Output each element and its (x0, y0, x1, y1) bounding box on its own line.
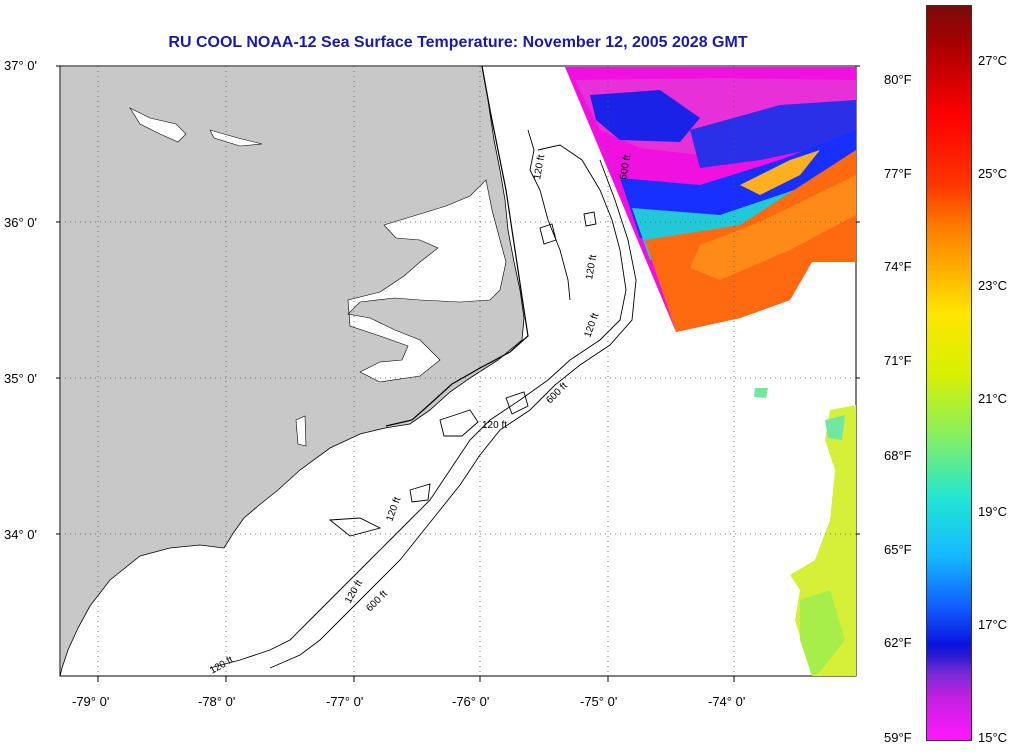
colorbar-label-celsius: 21°C (978, 391, 1008, 406)
colorbar-label-fahrenheit: 77°F (884, 166, 912, 181)
lon-label: -76° 0' (452, 694, 489, 709)
axis-ticks (56, 65, 860, 682)
contour-label: 120 ft (532, 154, 547, 181)
colorbar-label-fahrenheit: 62°F (884, 635, 912, 650)
colorbar-label-celsius: 27°C (978, 53, 1008, 68)
colorbar-label-celsius: 19°C (978, 504, 1008, 519)
lon-label: -77° 0' (326, 694, 363, 709)
colorbar-label-fahrenheit: 80°F (884, 72, 912, 87)
lat-label: 35° 0' (4, 371, 37, 386)
sounds (129, 107, 507, 447)
colorbar-label-fahrenheit: 59°F (884, 730, 912, 745)
colorbar-label-fahrenheit: 65°F (884, 542, 912, 557)
colorbar-label-fahrenheit: 71°F (884, 353, 912, 368)
colorbar-label-celsius: 25°C (978, 166, 1008, 181)
map-title: RU COOL NOAA-12 Sea Surface Temperature:… (168, 34, 748, 51)
lon-label: -78° 0' (198, 694, 235, 709)
bathymetry-contours (209, 129, 637, 669)
colorbar-label-fahrenheit: 74°F (884, 259, 912, 274)
temperature-colorbar (926, 5, 972, 741)
outer-banks-shoreline (385, 65, 529, 427)
lat-label: 34° 0' (4, 527, 37, 542)
colorbar-label-celsius: 23°C (978, 278, 1008, 293)
graticule (60, 66, 856, 676)
lat-label: 37° 0' (4, 58, 37, 73)
lon-label: -79° 0' (72, 694, 109, 709)
contour-label: 600 ft (618, 154, 633, 181)
colorbar-label-fahrenheit: 68°F (884, 448, 912, 463)
colorbar-label-celsius: 15°C (978, 730, 1008, 745)
lon-label: -75° 0' (580, 694, 617, 709)
lon-label: -74° 0' (708, 694, 745, 709)
sst-swath (565, 67, 856, 332)
contour-label: 120 ft (482, 420, 507, 431)
sst-patch-southeast (754, 388, 856, 676)
contour-label: 120 ft (584, 254, 599, 281)
lat-label: 36° 0' (4, 215, 37, 230)
colorbar-label-celsius: 17°C (978, 617, 1008, 632)
